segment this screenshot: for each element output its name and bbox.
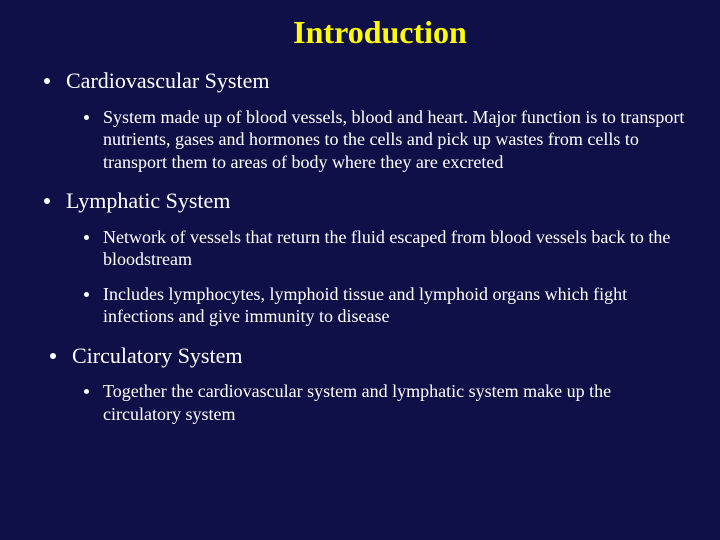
bullet-icon (84, 115, 89, 120)
bullet-icon (84, 292, 89, 297)
bullet-icon (84, 389, 89, 394)
list-item: Lymphatic System Network of vessels that… (44, 187, 692, 328)
list-item: Together the cardiovascular system and l… (84, 380, 692, 425)
section-point: Includes lymphocytes, lymphoid tissue an… (103, 283, 692, 328)
list-item: Cardiovascular System System made up of … (44, 67, 692, 173)
section-point: Network of vessels that return the fluid… (103, 226, 692, 271)
list-item: Circulatory System Together the cardiova… (44, 342, 692, 426)
slide-title: Introduction (28, 14, 692, 51)
section-heading: Circulatory System (72, 342, 242, 371)
list-item: System made up of blood vessels, blood a… (84, 106, 692, 174)
sub-list: Network of vessels that return the fluid… (44, 226, 692, 328)
sub-list: Together the cardiovascular system and l… (44, 380, 692, 425)
list-item: Network of vessels that return the fluid… (84, 226, 692, 271)
bullet-icon (50, 353, 56, 359)
section-heading: Cardiovascular System (66, 67, 269, 96)
bullet-icon (44, 78, 50, 84)
sub-list: System made up of blood vessels, blood a… (44, 106, 692, 174)
bullet-icon (84, 235, 89, 240)
list-item: Includes lymphocytes, lymphoid tissue an… (84, 283, 692, 328)
section-heading: Lymphatic System (66, 187, 230, 216)
bullet-icon (44, 198, 50, 204)
section-point: System made up of blood vessels, blood a… (103, 106, 692, 174)
bullet-list: Cardiovascular System System made up of … (28, 67, 692, 425)
section-point: Together the cardiovascular system and l… (103, 380, 692, 425)
